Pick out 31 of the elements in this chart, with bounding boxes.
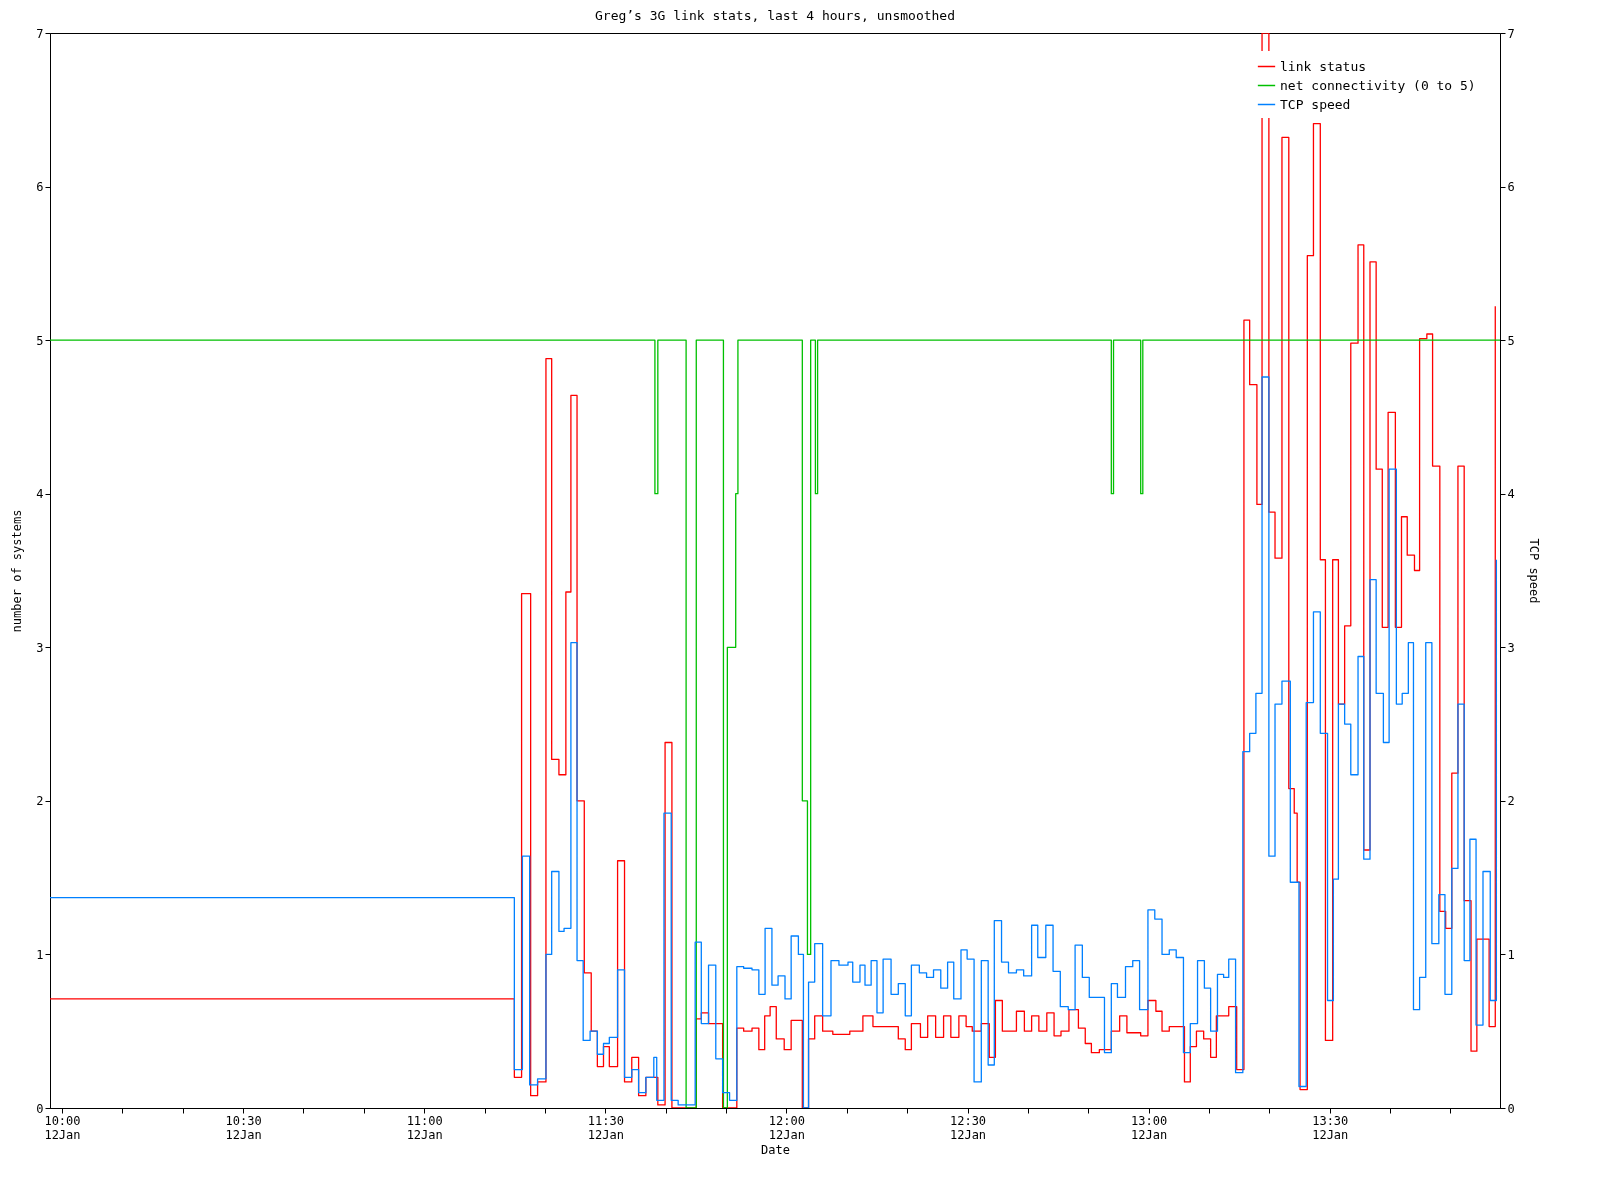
x-tick-label: 11:00 12Jan xyxy=(406,1113,443,1142)
y2-tick-label: 0 xyxy=(1507,1101,1515,1116)
y2-tick-label: 3 xyxy=(1507,640,1515,655)
y2-tick-label: 4 xyxy=(1507,487,1515,502)
y-tick-label: 1 xyxy=(36,947,44,962)
y-tick-label: 4 xyxy=(36,487,44,502)
x-tick-label: 10:00 12Jan xyxy=(44,1113,81,1142)
y2-axis-title: TCP speed xyxy=(1526,538,1541,604)
x-tick-label: 12:00 12Jan xyxy=(768,1113,805,1142)
legend-label: net connectivity (0 to 5) xyxy=(1280,77,1476,93)
y2-tick-label: 7 xyxy=(1507,26,1515,41)
y-tick-label: 0 xyxy=(36,1101,44,1116)
y-tick-label: 5 xyxy=(36,333,44,348)
legend-label: link status xyxy=(1280,58,1367,74)
y-tick-label: 2 xyxy=(36,794,44,809)
y-tick-label: 6 xyxy=(36,180,44,195)
y-tick-label: 3 xyxy=(36,640,44,655)
y-axis-title: number of systems xyxy=(10,509,25,633)
y2-tick-label: 2 xyxy=(1507,794,1515,809)
x-tick-label: 12:30 12Jan xyxy=(949,1113,987,1142)
x-tick-label: 10:30 12Jan xyxy=(225,1113,262,1142)
y2-tick-label: 1 xyxy=(1507,947,1515,962)
x-tick-label: 11:30 12Jan xyxy=(587,1113,624,1142)
x-axis-title: Date xyxy=(761,1142,790,1157)
y2-tick-label: 5 xyxy=(1507,333,1515,348)
x-tick-label: 13:30 12Jan xyxy=(1312,1113,1349,1142)
y2-tick-label: 6 xyxy=(1507,180,1515,195)
chart-title: Greg’s 3G link stats, last 4 hours, unsmoothed xyxy=(594,8,956,23)
y-tick-label: 7 xyxy=(36,26,44,41)
x-tick-label: 13:00 12Jan xyxy=(1131,1113,1168,1142)
legend-label: TCP speed xyxy=(1280,96,1351,112)
